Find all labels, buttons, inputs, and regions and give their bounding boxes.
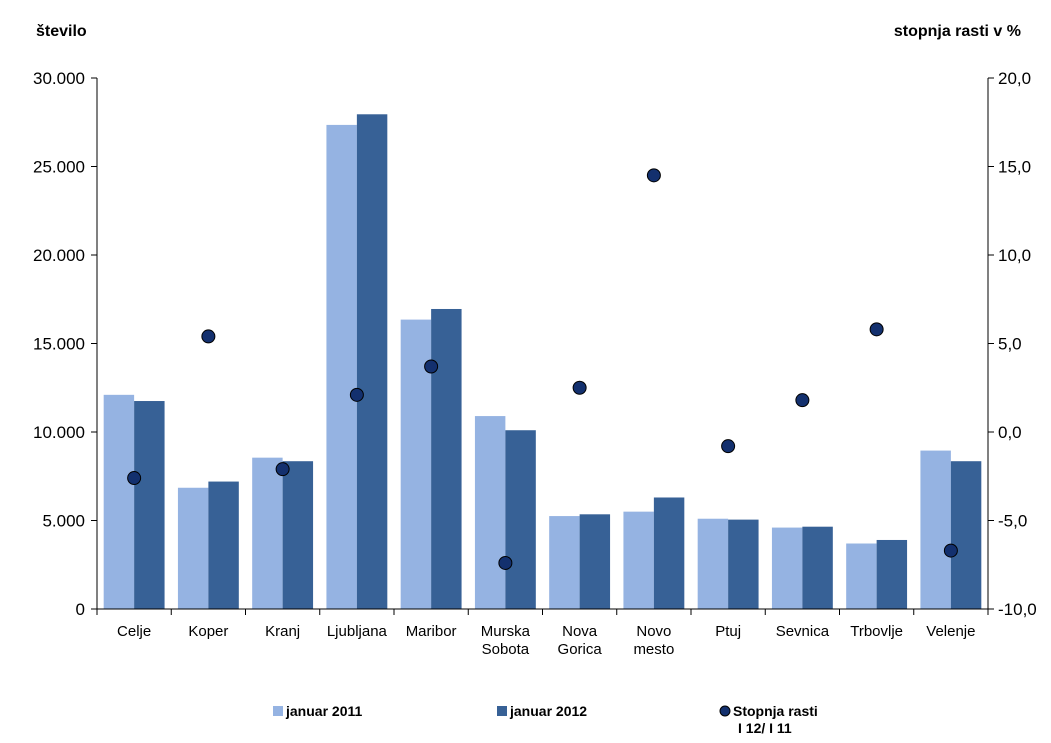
category-label-line: Sevnica (776, 623, 830, 640)
bar-2011-0 (103, 394, 135, 609)
bar-2011-10 (846, 543, 877, 609)
left-tick-label: 25.000 (33, 158, 85, 177)
growth-rate-point-2 (275, 462, 290, 477)
bar-2011-9 (771, 527, 803, 609)
category-label-line: mesto (633, 641, 674, 658)
growth-rate-point-1 (201, 329, 216, 344)
bar-2011-7 (623, 511, 654, 609)
category-label: Maribor (406, 623, 457, 640)
bars-layer (103, 114, 982, 609)
growth-rate-point-3 (349, 387, 364, 402)
legend-label-line: Stopnja rasti (733, 703, 818, 719)
bar-2012-0 (134, 401, 165, 609)
category-label: Celje (117, 623, 151, 640)
bar-2011-1 (177, 487, 209, 609)
left-tick-label: 20.000 (33, 246, 85, 265)
bar-2011-6 (549, 516, 580, 609)
bar-2011-3 (326, 124, 357, 609)
category-label: Murska Sobota (481, 623, 531, 658)
legend-label-1: januar 2012 (509, 703, 587, 719)
legend-label-line: januar 2011 (285, 703, 362, 719)
legend-label-line: I 12/ I 11 (738, 720, 792, 736)
right-tick-label: 5,0 (998, 335, 1022, 354)
bar-2011-11 (920, 450, 951, 609)
category-label-line: Ljubljana (327, 623, 388, 640)
legend-swatch-2 (719, 705, 731, 717)
category-label-line: Koper (188, 623, 228, 640)
right-tick-label: 10,0 (998, 246, 1031, 265)
axes-layer: 0 5.000 10.000 15.000 20.000 25.000 30.000 -10,… (33, 69, 1037, 658)
category-label-line: Murska (481, 623, 531, 640)
left-tick-label: 10.000 (33, 423, 85, 442)
legend-label-0: januar 2011 (285, 703, 362, 719)
legend-swatch-1 (497, 706, 507, 716)
points-layer (127, 168, 958, 570)
growth-rate-point-8 (721, 439, 736, 454)
legend-swatch-0 (273, 706, 283, 716)
growth-rate-point-7 (646, 168, 661, 183)
category-label-line: Maribor (406, 623, 457, 640)
legend-label-line: januar 2012 (509, 703, 587, 719)
category-label: Kranj (265, 623, 300, 640)
left-axis-title: število (36, 23, 87, 40)
category-label: Nova Gorica (558, 623, 603, 658)
category-label: Ljubljana (327, 623, 388, 640)
category-label-line: Celje (117, 623, 151, 640)
growth-rate-point-9 (795, 393, 810, 408)
category-label-line: Novo (636, 623, 671, 640)
category-label: Trbovlje (850, 623, 903, 640)
right-tick-label: -5,0 (998, 512, 1027, 531)
category-label-line: Trbovlje (850, 623, 903, 640)
legend-label-2: Stopnja rasti I 12/ I 11 (733, 703, 818, 736)
legend: januar 2011 januar 2012 Stopnja rasti I 12/… (273, 703, 818, 736)
left-tick-label: 30.000 (33, 69, 85, 88)
category-label: Sevnica (776, 623, 830, 640)
right-tick-label: 20,0 (998, 69, 1031, 88)
right-tick-label: -10,0 (998, 600, 1037, 619)
left-tick-label: 0 (76, 600, 85, 619)
bar-2011-8 (697, 518, 729, 609)
growth-rate-point-4 (424, 359, 439, 374)
bar-2011-2 (252, 457, 283, 609)
bar-2012-3 (356, 114, 388, 609)
bar-2012-7 (653, 497, 685, 609)
category-label-line: Sobota (482, 641, 530, 658)
bar-2012-8 (728, 519, 759, 609)
growth-rate-point-10 (869, 322, 884, 337)
category-label: Novo mesto (633, 623, 674, 658)
bar-2012-6 (579, 514, 611, 609)
growth-rate-point-0 (127, 471, 142, 486)
bar-2011-5 (474, 416, 506, 609)
left-tick-label: 5.000 (42, 512, 85, 531)
bar-2012-4 (431, 308, 462, 609)
bar-2012-2 (282, 461, 314, 609)
category-label: Koper (188, 623, 228, 640)
bar-2012-5 (505, 430, 536, 609)
right-tick-label: 15,0 (998, 158, 1031, 177)
growth-rate-point-11 (943, 543, 958, 558)
category-label-line: Gorica (558, 641, 603, 658)
bar-2012-11 (950, 461, 982, 609)
bar-2012-9 (802, 526, 833, 609)
category-label-line: Nova (562, 623, 598, 640)
bar-2012-1 (208, 481, 239, 609)
category-label: Velenje (926, 623, 975, 640)
category-label-line: Velenje (926, 623, 975, 640)
category-label: Ptuj (715, 623, 741, 640)
bar-2012-10 (876, 539, 908, 609)
category-label-line: Ptuj (715, 623, 741, 640)
growth-rate-point-5 (498, 555, 513, 570)
right-tick-label: 0,0 (998, 423, 1022, 442)
right-axis-title: stopnja rasti v % (894, 23, 1021, 40)
growth-rate-point-6 (572, 380, 587, 395)
category-label-line: Kranj (265, 623, 300, 640)
left-tick-label: 15.000 (33, 335, 85, 354)
